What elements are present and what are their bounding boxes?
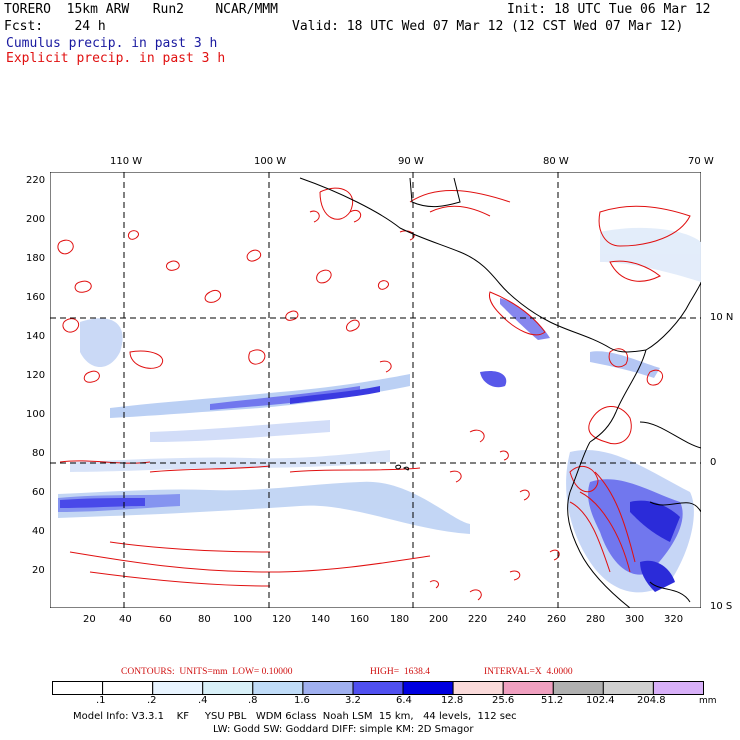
legend-swatch — [552, 681, 604, 695]
lat-label-equator: 0 — [710, 457, 717, 468]
x-tick: 180 — [390, 614, 410, 625]
x-tick: 320 — [664, 614, 684, 625]
explicit-precip-contours — [57, 187, 691, 601]
lon-label-90w: 90 W — [398, 156, 424, 167]
y-tick: 100 — [26, 409, 46, 420]
x-tick: 40 — [119, 614, 132, 625]
y-tick: 180 — [26, 253, 46, 264]
precipitation-map — [50, 172, 701, 608]
cumulus-precip-shading — [58, 227, 701, 593]
legend-value: .4 — [198, 695, 208, 706]
legend-swatch — [402, 681, 454, 695]
legend-value: .1 — [96, 695, 106, 706]
field-label-explicit: Explicit precip. in past 3 h — [6, 51, 226, 66]
lon-label-80w: 80 W — [543, 156, 569, 167]
y-tick: 160 — [26, 292, 46, 303]
legend-value: 3.2 — [345, 695, 361, 706]
lat-label-10n: 10 N — [710, 312, 734, 323]
legend-swatch — [202, 681, 254, 695]
field-label-cumulus: Cumulus precip. in past 3 h — [6, 36, 218, 51]
color-legend — [52, 681, 704, 695]
init-time: Init: 18 UTC Tue 06 Mar 12 — [507, 2, 711, 17]
x-tick: 20 — [83, 614, 96, 625]
y-tick: 220 — [26, 175, 46, 186]
legend-value: 25.6 — [492, 695, 515, 706]
x-tick: 60 — [159, 614, 172, 625]
legend-swatch — [652, 681, 704, 695]
legend-swatch — [152, 681, 204, 695]
valid-time: Valid: 18 UTC Wed 07 Mar 12 (12 CST Wed … — [292, 19, 684, 34]
y-tick: 60 — [32, 487, 45, 498]
y-tick: 80 — [32, 448, 45, 459]
legend-unit: mm — [699, 696, 717, 706]
legend-swatch — [102, 681, 154, 695]
x-tick: 140 — [311, 614, 331, 625]
x-tick: 80 — [198, 614, 211, 625]
legend-swatch — [602, 681, 654, 695]
y-tick: 200 — [26, 214, 46, 225]
y-tick: 140 — [26, 331, 46, 342]
legend-swatch — [302, 681, 354, 695]
x-tick: 200 — [429, 614, 449, 625]
forecast-hour: Fcst: 24 h — [4, 19, 106, 34]
legend-value: .8 — [248, 695, 258, 706]
y-tick: 120 — [26, 370, 46, 381]
legend-swatch — [352, 681, 404, 695]
physics-info: LW: Godd SW: Goddard DIFF: simple KM: 2D… — [213, 724, 474, 735]
x-tick: 240 — [507, 614, 527, 625]
legend-value: 51.2 — [541, 695, 564, 706]
x-tick: 160 — [350, 614, 370, 625]
contours-info: CONTOURS: UNITS=mm LOW= 0.10000 — [121, 667, 293, 677]
model-info: Model Info: V3.3.1 KF YSU PBL WDM 6class… — [73, 711, 517, 722]
legend-value: 1.6 — [294, 695, 310, 706]
x-tick: 280 — [586, 614, 606, 625]
contours-high: HIGH= 1638.4 — [370, 667, 430, 677]
legend-value: 102.4 — [586, 695, 615, 706]
x-tick: 120 — [272, 614, 292, 625]
lon-label-110w: 110 W — [110, 156, 143, 167]
legend-swatch — [502, 681, 554, 695]
lon-label-70w: 70 W — [688, 156, 714, 167]
y-tick: 40 — [32, 526, 45, 537]
x-tick: 220 — [468, 614, 488, 625]
legend-value: .2 — [147, 695, 157, 706]
lat-lon-grid — [50, 172, 701, 608]
legend-value: 12.8 — [441, 695, 464, 706]
legend-swatch — [52, 681, 104, 695]
contours-interval: INTERVAL=X 4.0000 — [484, 667, 573, 677]
lat-label-10s: 10 S — [710, 601, 733, 612]
legend-swatch — [452, 681, 504, 695]
legend-swatch — [252, 681, 304, 695]
x-tick: 300 — [625, 614, 645, 625]
model-title: TORERO 15km ARW Run2 NCAR/MMM — [4, 2, 278, 17]
y-tick: 20 — [32, 565, 45, 576]
x-tick: 260 — [547, 614, 567, 625]
coastline — [299, 177, 701, 608]
lon-label-100w: 100 W — [254, 156, 287, 167]
x-tick: 100 — [233, 614, 253, 625]
legend-value: 6.4 — [396, 695, 412, 706]
legend-value: 204.8 — [637, 695, 666, 706]
